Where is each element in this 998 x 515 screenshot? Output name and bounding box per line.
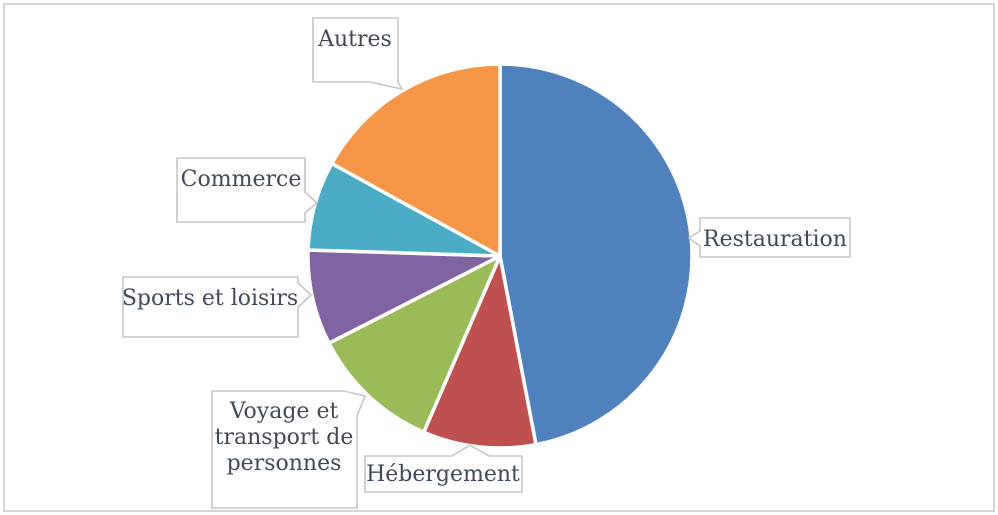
pie-slice-autres[interactable] (330, 62, 502, 258)
callout-hebergement[interactable] (364, 444, 523, 493)
callout-hebergement-label: Hébergement (366, 462, 520, 487)
callout-voyage-label-line3: personnes (227, 451, 342, 476)
callout-autres-label: Autres (317, 27, 392, 52)
chart-frame (3, 3, 995, 512)
pie-slice-sports-et-loisirs[interactable] (306, 248, 502, 345)
callout-voyage-label-line2: transport de (215, 425, 354, 450)
callout-commerce[interactable] (176, 157, 319, 223)
data-labels: Restauration Hébergement Voyage et trans… (122, 17, 851, 509)
pie (306, 62, 694, 450)
callout-voyage-et-transport[interactable] (211, 390, 367, 509)
callout-sports-label: Sports et loisirs (122, 286, 298, 311)
callout-commerce-label: Commerce (181, 167, 302, 192)
pie-slice-hebergement[interactable] (422, 254, 538, 450)
callout-sports-et-loisirs[interactable] (122, 276, 313, 338)
pie-slice-restauration[interactable] (498, 62, 694, 447)
pie-slice-voyage-et-transport-de-personnes[interactable] (327, 254, 502, 434)
callout-restauration-label: Restauration (703, 227, 847, 252)
callout-autres[interactable] (312, 17, 404, 91)
callout-restauration[interactable] (687, 217, 851, 258)
callout-voyage-label-line1: Voyage et (229, 399, 339, 424)
